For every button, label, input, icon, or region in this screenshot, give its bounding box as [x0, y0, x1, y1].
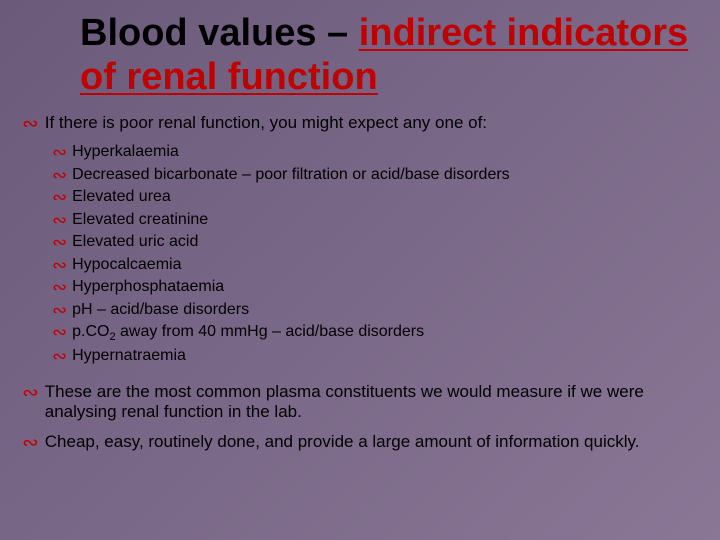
bullet-icon: ∾: [52, 231, 67, 254]
bullet-icon: ∾: [52, 299, 67, 322]
main-bullet-para1: ∾ These are the most common plasma const…: [22, 382, 700, 422]
sub-text: Elevated creatinine: [72, 209, 208, 231]
main-bullet-intro: ∾ If there is poor renal function, you m…: [22, 113, 700, 135]
sub-bullet: ∾Elevated urea: [52, 186, 700, 209]
bullet-icon: ∾: [52, 186, 67, 209]
bullet-icon: ∾: [52, 276, 67, 299]
bullet-icon: ∾: [52, 254, 67, 277]
bullet-icon: ∾: [52, 141, 67, 164]
sub-bullet: ∾pH – acid/base disorders: [52, 299, 700, 322]
sub-bullet: ∾Decreased bicarbonate – poor filtration…: [52, 164, 700, 187]
bullet-icon: ∾: [22, 113, 39, 135]
para1-text: These are the most common plasma constit…: [45, 382, 700, 422]
bullet-icon: ∾: [22, 432, 39, 454]
sub-text: Elevated uric acid: [72, 231, 198, 253]
sub-text: Hypocalcaemia: [72, 254, 181, 276]
sub-bullet: ∾Hypernatraemia: [52, 345, 700, 368]
sub-bullet: ∾Hyperkalaemia: [52, 141, 700, 164]
main-bullet-para2: ∾ Cheap, easy, routinely done, and provi…: [22, 432, 700, 454]
slide-title: Blood values – indirect indicators of re…: [80, 12, 700, 99]
sub-text: Hyperphosphataemia: [72, 276, 224, 298]
sub-bullet: ∾p.CO2 away from 40 mmHg – acid/base dis…: [52, 321, 700, 345]
sub-text: pH – acid/base disorders: [72, 299, 249, 321]
bullet-icon: ∾: [52, 209, 67, 232]
sub-bullet: ∾Elevated uric acid: [52, 231, 700, 254]
main-intro-text: If there is poor renal function, you mig…: [45, 113, 487, 133]
sub-text: p.CO2 away from 40 mmHg – acid/base diso…: [72, 321, 424, 345]
slide: Blood values – indirect indicators of re…: [0, 0, 720, 540]
para2-text: Cheap, easy, routinely done, and provide…: [45, 432, 640, 452]
title-plain: Blood values –: [80, 12, 359, 54]
sub-bullet: ∾Elevated creatinine: [52, 209, 700, 232]
sub-bullet: ∾Hyperphosphataemia: [52, 276, 700, 299]
sub-bullet: ∾Hypocalcaemia: [52, 254, 700, 277]
sub-bullet-list: ∾Hyperkalaemia ∾Decreased bicarbonate – …: [52, 141, 700, 368]
bullet-icon: ∾: [52, 321, 67, 344]
bullet-icon: ∾: [52, 345, 67, 368]
sub-text: Decreased bicarbonate – poor filtration …: [72, 164, 510, 186]
sub-text: Hypernatraemia: [72, 345, 186, 367]
bullet-icon: ∾: [52, 164, 67, 187]
bullet-icon: ∾: [22, 382, 39, 404]
sub-text: Elevated urea: [72, 186, 171, 208]
sub-text: Hyperkalaemia: [72, 141, 179, 163]
